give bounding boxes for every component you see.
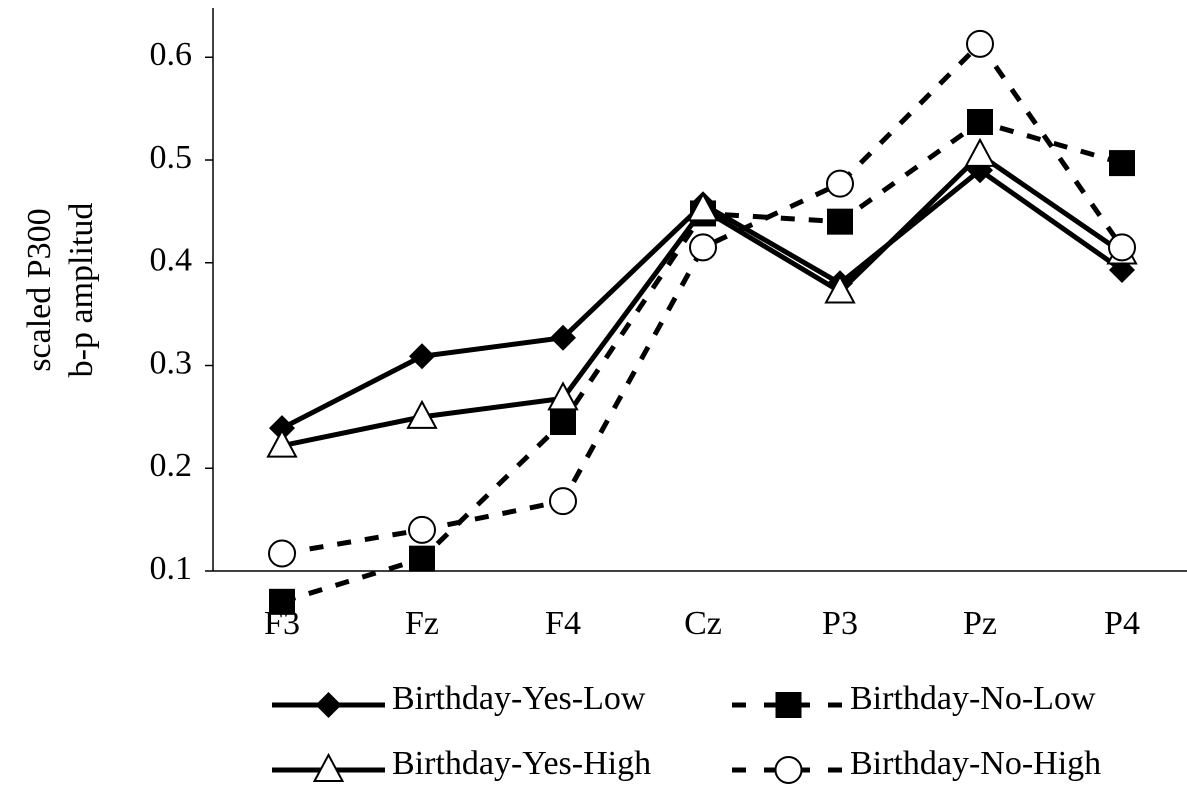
x-tick-label: Fz xyxy=(405,605,439,642)
x-tick-label: F4 xyxy=(545,605,581,642)
legend-label: Birthday-No-Low xyxy=(850,680,1096,717)
marker-circle xyxy=(408,515,436,544)
marker-triangle xyxy=(547,381,579,411)
marker-triangle xyxy=(312,752,345,782)
marker-circle xyxy=(549,487,577,516)
marker-circle xyxy=(966,29,994,58)
marker-circle xyxy=(826,169,854,198)
marker-triangle xyxy=(687,192,719,222)
marker-square xyxy=(827,208,853,235)
x-tick-label: Pz xyxy=(963,605,997,642)
marker-diamond xyxy=(550,324,576,351)
legend-label: Birthday-Yes-Low xyxy=(392,680,646,717)
marker-triangle xyxy=(266,428,298,458)
series-line xyxy=(281,40,1125,556)
marker-diamond xyxy=(315,692,342,718)
marker-triangle xyxy=(824,274,856,304)
marker-circle xyxy=(1108,233,1136,262)
y-tick-label: 0.6 xyxy=(150,36,193,73)
marker-square xyxy=(1109,150,1135,177)
marker-triangle xyxy=(406,399,438,429)
y-tick-label: 0.2 xyxy=(150,447,193,484)
marker-square xyxy=(967,108,993,135)
marker-triangle xyxy=(964,137,996,167)
y-axis-label: b-p amplitud xyxy=(63,203,100,378)
marker-square xyxy=(550,409,576,436)
marker-circle xyxy=(689,233,717,262)
y-tick-label: 0.3 xyxy=(150,344,193,381)
y-axis-label: scaled P300 xyxy=(21,208,58,371)
marker-square xyxy=(775,692,802,718)
marker-circle xyxy=(774,756,803,784)
x-tick-label: Cz xyxy=(684,605,722,642)
x-tick-label: P3 xyxy=(822,605,858,642)
y-tick-label: 0.5 xyxy=(150,139,193,176)
y-tick-label: 0.4 xyxy=(150,242,193,279)
y-tick-label: 0.1 xyxy=(150,550,193,587)
legend-label: Birthday-Yes-High xyxy=(392,745,651,782)
marker-diamond xyxy=(409,343,435,370)
legend-label: Birthday-No-High xyxy=(850,745,1101,782)
marker-diamond xyxy=(269,415,295,442)
marker-square xyxy=(269,588,295,615)
x-tick-label: P4 xyxy=(1104,605,1140,642)
marker-circle xyxy=(268,539,296,568)
marker-square xyxy=(409,545,435,572)
